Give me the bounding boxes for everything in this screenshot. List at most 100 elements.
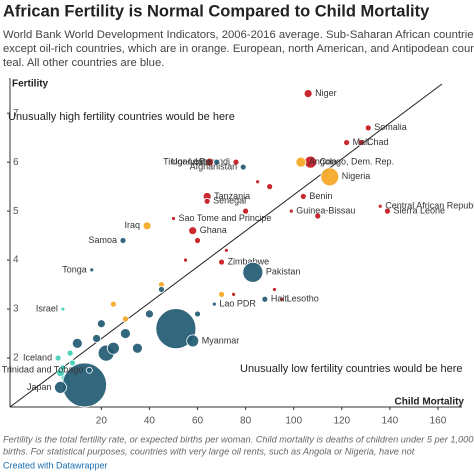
x-tick-label: 140: [382, 416, 399, 427]
point-label: Iceland: [23, 352, 52, 362]
point: [314, 212, 322, 220]
point: [242, 207, 250, 215]
point: [71, 337, 83, 349]
point: [145, 309, 154, 319]
point: [320, 167, 340, 187]
point-label: Timor-Leste: [163, 157, 211, 167]
point-label: Chad: [367, 137, 389, 147]
annotation: Unusually high fertility countries would…: [8, 111, 235, 123]
point-label: Somalia: [374, 122, 407, 132]
point-label: Trinidad and Tobago: [2, 365, 84, 375]
point: [188, 226, 198, 236]
point: [54, 354, 62, 362]
point: [120, 328, 131, 339]
point: [59, 364, 67, 372]
point-label: Afghanistan: [190, 161, 238, 171]
x-tick-label: 40: [144, 416, 156, 427]
point: [194, 310, 201, 318]
point-label: Senegal: [213, 196, 246, 206]
point: [357, 139, 365, 146]
point-label: Sao Tome and Principe: [178, 213, 271, 223]
point: [279, 296, 285, 302]
x-axis-label: Child Mortality: [395, 397, 465, 408]
point: [96, 319, 106, 329]
point: [255, 179, 261, 185]
x-tick-label: 60: [192, 416, 204, 427]
point: [377, 203, 383, 209]
x-tick-label: 20: [96, 416, 108, 427]
annotation: Unusually low fertility countries would …: [240, 363, 463, 375]
point: [266, 183, 274, 191]
point-label: Iraq: [125, 220, 141, 230]
y-tick-label: 4: [13, 255, 19, 266]
point-label: Congo, Dem. Rep.: [320, 157, 395, 167]
point: [384, 207, 391, 215]
point-label: Niger: [315, 88, 337, 98]
point-label: Tonga: [62, 264, 87, 274]
x-tick-label: 100: [285, 416, 302, 427]
point: [231, 291, 236, 297]
point: [295, 156, 307, 168]
point-label: Sierra Leone: [393, 205, 445, 215]
point-label: Myanmar: [202, 335, 240, 345]
point: [261, 295, 269, 303]
point: [132, 342, 143, 354]
point: [142, 221, 152, 231]
note: Fertility is the total fertility rate, o…: [3, 434, 474, 444]
point: [239, 163, 247, 171]
subtitle: teal. All other countries are blue.: [3, 57, 164, 69]
point-label: Samoa: [88, 235, 117, 245]
point: [171, 216, 176, 221]
point: [272, 287, 277, 292]
point: [303, 89, 313, 98]
point: [218, 258, 225, 266]
point-label: Haiti: [271, 294, 289, 304]
point: [106, 341, 120, 355]
point: [186, 334, 200, 348]
point-label: Pakistan: [266, 267, 301, 277]
point: [54, 381, 67, 394]
point: [364, 124, 372, 132]
point: [299, 193, 307, 200]
point: [155, 308, 197, 350]
point-label: Nigeria: [342, 171, 371, 181]
x-tick-label: 160: [430, 416, 447, 427]
subtitle: World Bank World Development Indicators,…: [3, 29, 474, 41]
subtitle: except oil-rich countries, which are in …: [3, 43, 474, 55]
y-tick-label: 6: [13, 157, 19, 168]
y-tick-label: 2: [13, 353, 19, 364]
x-tick-label: 80: [240, 416, 252, 427]
point-label: Benin: [309, 191, 332, 201]
x-tick-label: 120: [333, 416, 350, 427]
y-tick-label: 5: [13, 206, 19, 217]
point-label: Ghana: [200, 225, 227, 235]
point: [223, 247, 229, 253]
y-tick-label: 3: [13, 304, 19, 315]
point-label: Uganda: [171, 157, 203, 167]
point-label: Israel: [36, 303, 58, 313]
point: [92, 334, 101, 343]
point-label: Angola: [309, 157, 337, 167]
point-label: Tanzania: [214, 191, 250, 201]
point: [242, 261, 264, 283]
point-label: Guinea-Bissau: [296, 205, 355, 215]
point: [194, 237, 201, 244]
y-axis-label: Fertility: [12, 79, 49, 90]
point: [89, 267, 95, 273]
reference-line: [9, 83, 443, 408]
point-label: Zimbabwe: [228, 256, 270, 266]
point: [119, 237, 127, 244]
credit: Created with Datawrapper: [3, 460, 108, 470]
point: [158, 286, 165, 293]
point-label: Central African Republic: [385, 201, 474, 211]
point: [213, 158, 221, 166]
point: [60, 306, 66, 312]
point: [203, 197, 211, 205]
note: births. For statistical purposes, countr…: [3, 446, 415, 456]
chart-title: African Fertility is Normal Compared to …: [3, 2, 430, 20]
point: [85, 366, 93, 374]
point: [232, 158, 240, 166]
y-tick-label: 7: [13, 108, 19, 119]
point: [183, 257, 188, 263]
